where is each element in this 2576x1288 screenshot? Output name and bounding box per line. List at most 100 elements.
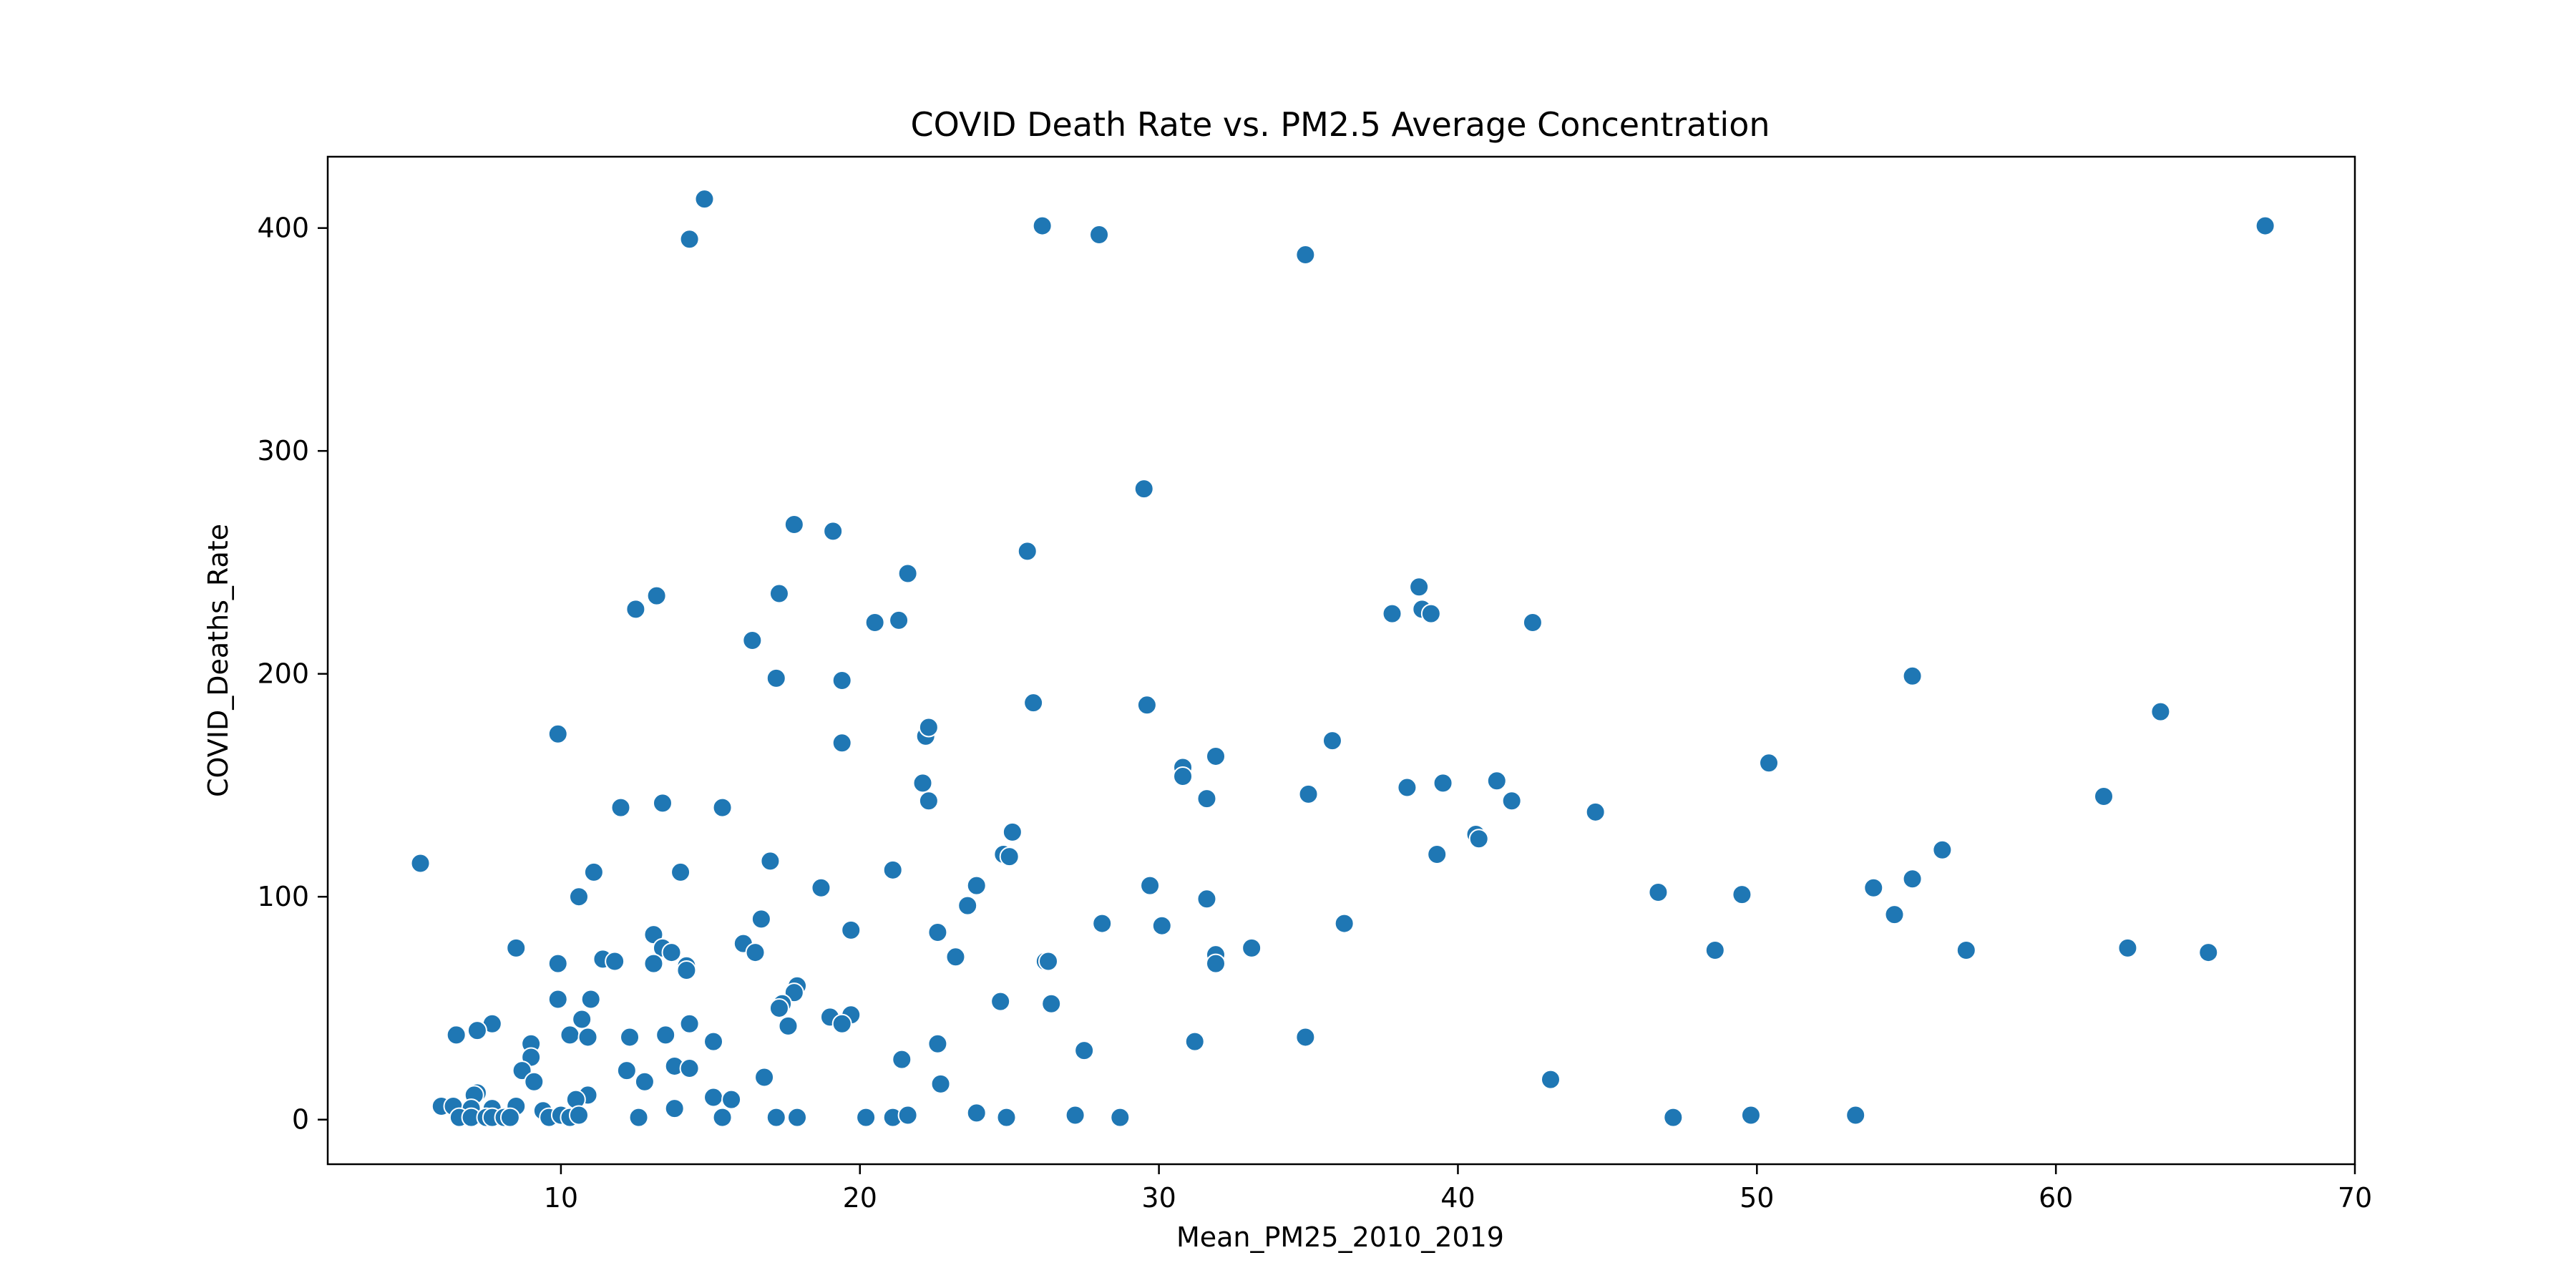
- x-axis: 10 20 30 40 50 60 70: [544, 1164, 2372, 1214]
- y-axis: 0 100 200 300 400: [257, 213, 328, 1136]
- data-point: [1196, 889, 1217, 909]
- data-point: [1382, 603, 1402, 624]
- data-point: [560, 1025, 580, 1045]
- plot-area-frame: [326, 155, 2356, 1166]
- data-point: [670, 862, 691, 882]
- data-point: [605, 951, 625, 972]
- data-point: [634, 1071, 655, 1092]
- data-point: [580, 989, 601, 1010]
- data-point: [1433, 773, 1453, 794]
- x-tick-label: 10: [544, 1182, 578, 1214]
- data-point: [1032, 215, 1053, 236]
- data-point: [1585, 801, 1606, 822]
- data-point: [583, 862, 604, 882]
- data-point: [831, 670, 852, 691]
- data-point: [1740, 1105, 1761, 1126]
- data-point: [996, 1107, 1017, 1128]
- data-point: [1298, 784, 1319, 804]
- data-point: [1468, 829, 1489, 849]
- data-point: [506, 937, 527, 958]
- data-point: [1136, 695, 1157, 716]
- data-point: [655, 1025, 676, 1045]
- data-point: [1184, 1031, 1205, 1052]
- data-point: [760, 851, 781, 872]
- data-point: [892, 1049, 912, 1070]
- data-point: [661, 942, 682, 963]
- data-point: [1420, 603, 1441, 624]
- data-point: [889, 610, 909, 630]
- data-point: [1110, 1107, 1131, 1128]
- data-point: [703, 1031, 724, 1052]
- data-point: [1196, 789, 1217, 809]
- data-point: [679, 1058, 700, 1079]
- data-point: [912, 773, 933, 794]
- data-point: [897, 1105, 918, 1126]
- x-tick-label: 50: [1740, 1182, 1774, 1214]
- y-tick-label: 400: [257, 213, 309, 244]
- data-point: [1522, 613, 1543, 633]
- data-point: [664, 1098, 685, 1119]
- data-point: [610, 797, 631, 818]
- data-point: [864, 613, 885, 633]
- data-point: [1074, 1040, 1095, 1061]
- data-point: [643, 953, 664, 974]
- data-point: [927, 1033, 948, 1054]
- data-point: [1863, 877, 1884, 898]
- y-tick-label: 100: [257, 881, 309, 912]
- data-point: [841, 919, 862, 940]
- data-point: [1759, 753, 1780, 774]
- data-point: [784, 514, 804, 535]
- data-point: [1501, 791, 1522, 811]
- data-point: [721, 1089, 742, 1110]
- data-point: [2198, 942, 2219, 963]
- data-point: [856, 1107, 877, 1128]
- data-point: [1092, 913, 1113, 934]
- data-point: [831, 1013, 852, 1034]
- y-tick-label: 300: [257, 435, 309, 467]
- data-point: [547, 989, 568, 1010]
- data-point: [712, 1107, 733, 1128]
- data-point: [957, 895, 978, 916]
- data-point: [930, 1073, 951, 1094]
- x-tick-label: 40: [1440, 1182, 1475, 1214]
- data-point: [1241, 937, 1262, 958]
- scatter-points: [410, 189, 2275, 1128]
- data-point: [745, 942, 766, 963]
- data-point: [1663, 1107, 1684, 1128]
- data-point: [679, 1013, 700, 1034]
- data-point: [966, 875, 987, 896]
- data-point: [1002, 821, 1023, 842]
- data-point: [1540, 1069, 1561, 1090]
- data-point: [499, 1107, 520, 1128]
- data-point: [1427, 844, 1448, 865]
- data-point: [742, 630, 763, 650]
- data-point: [1133, 479, 1154, 499]
- data-point: [1956, 940, 1976, 960]
- data-point: [927, 922, 948, 943]
- data-point: [1932, 839, 1953, 860]
- data-point: [547, 723, 568, 744]
- data-point: [1334, 913, 1355, 934]
- data-point: [1902, 665, 1923, 686]
- data-point: [1648, 882, 1669, 902]
- data-point: [1322, 731, 1342, 751]
- data-point: [918, 791, 939, 811]
- data-point: [766, 668, 786, 688]
- x-axis-title: Mean_PM25_2010_2019: [1176, 1221, 1504, 1253]
- data-point: [1409, 577, 1430, 597]
- data-point: [646, 585, 667, 606]
- data-point: [616, 1060, 637, 1081]
- data-point: [1023, 693, 1044, 713]
- data-point: [754, 1067, 775, 1088]
- data-point: [568, 887, 589, 907]
- data-point: [410, 853, 431, 874]
- data-point: [1089, 225, 1110, 245]
- data-point: [676, 960, 697, 980]
- data-point: [1038, 951, 1059, 972]
- x-tick-label: 30: [1141, 1182, 1176, 1214]
- data-point: [787, 1107, 808, 1128]
- y-tick-label: 0: [292, 1104, 309, 1136]
- data-point: [524, 1071, 545, 1092]
- data-point: [467, 1020, 487, 1041]
- data-point: [769, 997, 789, 1018]
